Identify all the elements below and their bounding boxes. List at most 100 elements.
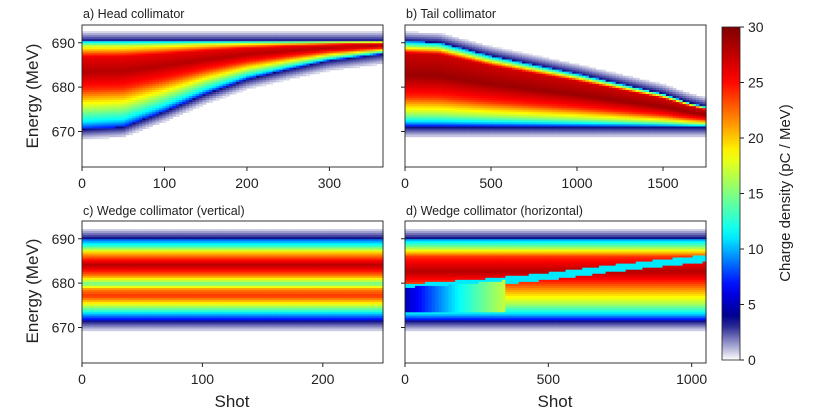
heatmap-cell xyxy=(112,93,117,97)
heatmap-cell xyxy=(95,71,100,75)
heatmap-cell xyxy=(245,31,250,34)
heatmap-cell xyxy=(242,85,247,89)
heatmap-cell xyxy=(98,108,103,111)
heatmap-cell xyxy=(199,49,203,52)
heatmap-cell xyxy=(322,57,327,61)
heatmap-cell xyxy=(235,57,240,61)
heatmap-cell xyxy=(202,89,207,93)
heatmap-cell xyxy=(352,59,357,63)
heatmap-cell xyxy=(366,47,371,50)
heatmap-cell xyxy=(195,100,200,103)
heatmap-cell xyxy=(138,49,143,52)
heatmap-cell xyxy=(98,130,103,134)
heatmap-cell xyxy=(158,114,163,117)
heatmap-cell xyxy=(182,41,187,44)
heatmap-cell xyxy=(118,120,123,123)
heatmap-cell xyxy=(366,35,371,38)
heatmap-cell xyxy=(165,67,170,71)
heatmap-cell xyxy=(235,77,240,81)
heatmap-cell xyxy=(239,75,244,79)
heatmap-cell xyxy=(128,116,133,119)
heatmap-cell xyxy=(95,91,100,95)
heatmap-cell xyxy=(219,43,224,46)
heatmap-cell xyxy=(279,73,284,77)
heatmap-cell xyxy=(162,98,167,101)
heatmap-cell xyxy=(92,45,96,48)
heatmap-cell xyxy=(235,73,240,77)
heatmap-cell xyxy=(138,45,143,48)
heatmap-cell xyxy=(152,98,157,101)
heatmap-cell xyxy=(108,118,113,121)
heatmap-cell xyxy=(232,31,237,34)
heatmap-cell xyxy=(195,59,200,63)
heatmap-cell xyxy=(232,85,237,89)
heatmap-cell xyxy=(302,47,307,50)
heatmap-cell xyxy=(289,45,294,48)
heatmap-cell xyxy=(309,35,314,38)
heatmap-cell xyxy=(138,51,143,54)
heatmap-cell xyxy=(162,69,167,73)
heatmap-cell xyxy=(118,134,123,138)
heatmap-cell xyxy=(296,37,300,40)
heatmap-cell xyxy=(112,55,117,59)
heatmap-cell xyxy=(158,100,163,103)
heatmap-cell xyxy=(255,43,260,46)
heatmap-cell xyxy=(202,91,207,95)
heatmap-cell xyxy=(155,98,160,101)
heatmap-cell xyxy=(152,87,157,91)
heatmap-cell xyxy=(316,63,321,67)
heatmap-cell xyxy=(212,63,217,67)
heatmap-cell xyxy=(128,83,133,87)
heatmap-cell xyxy=(148,85,153,89)
heatmap-cell xyxy=(195,49,200,52)
heatmap-cell xyxy=(95,102,100,105)
heatmap-cell xyxy=(122,114,127,117)
heatmap-cell xyxy=(128,81,133,85)
heatmap-cell xyxy=(88,81,93,85)
heatmap-cell xyxy=(245,81,250,85)
heatmap-cell xyxy=(102,100,107,103)
heatmap-cell xyxy=(112,49,117,52)
heatmap-cell xyxy=(115,65,120,69)
heatmap-cell xyxy=(88,33,93,36)
heatmap-cell xyxy=(312,59,317,63)
heatmap-cell xyxy=(102,71,107,75)
heatmap-cell xyxy=(105,136,110,140)
heatmap-cell xyxy=(168,49,173,52)
heatmap-cell xyxy=(245,57,250,61)
heatmap-cell xyxy=(158,51,163,54)
heatmap-cell xyxy=(175,31,180,34)
heatmap-cell xyxy=(175,110,180,113)
heatmap-cell xyxy=(326,35,331,38)
heatmap-cell xyxy=(105,126,110,130)
heatmap-cell xyxy=(82,87,86,91)
heatmap-cell xyxy=(249,55,254,59)
heatmap-cell xyxy=(145,51,150,54)
heatmap-cell xyxy=(252,37,257,40)
heatmap-cell xyxy=(229,79,234,83)
heatmap-cell xyxy=(172,47,177,50)
heatmap-cell xyxy=(155,116,160,119)
heatmap-cell xyxy=(205,67,210,71)
heatmap-cell xyxy=(102,91,107,95)
heatmap-cell xyxy=(112,134,117,138)
heatmap-cell xyxy=(312,57,317,61)
heatmap-cell xyxy=(145,33,150,36)
heatmap-cell xyxy=(142,45,147,48)
heatmap-cell xyxy=(229,55,234,59)
heatmap-cell xyxy=(122,87,127,91)
heatmap-cell xyxy=(275,31,280,34)
heatmap-cell xyxy=(185,33,190,36)
heatmap-cell xyxy=(85,126,90,130)
heatmap-cell xyxy=(242,49,247,52)
heatmap-cell xyxy=(168,37,173,40)
heatmap-cell xyxy=(172,91,177,95)
heatmap-cell xyxy=(279,37,284,40)
heatmap-cell xyxy=(172,83,177,87)
heatmap-cell xyxy=(185,49,190,52)
heatmap-cell xyxy=(209,77,214,81)
heatmap-cell xyxy=(172,102,177,105)
heatmap-cell xyxy=(205,35,210,38)
heatmap-cell xyxy=(215,77,220,81)
heatmap-cell xyxy=(115,128,120,132)
